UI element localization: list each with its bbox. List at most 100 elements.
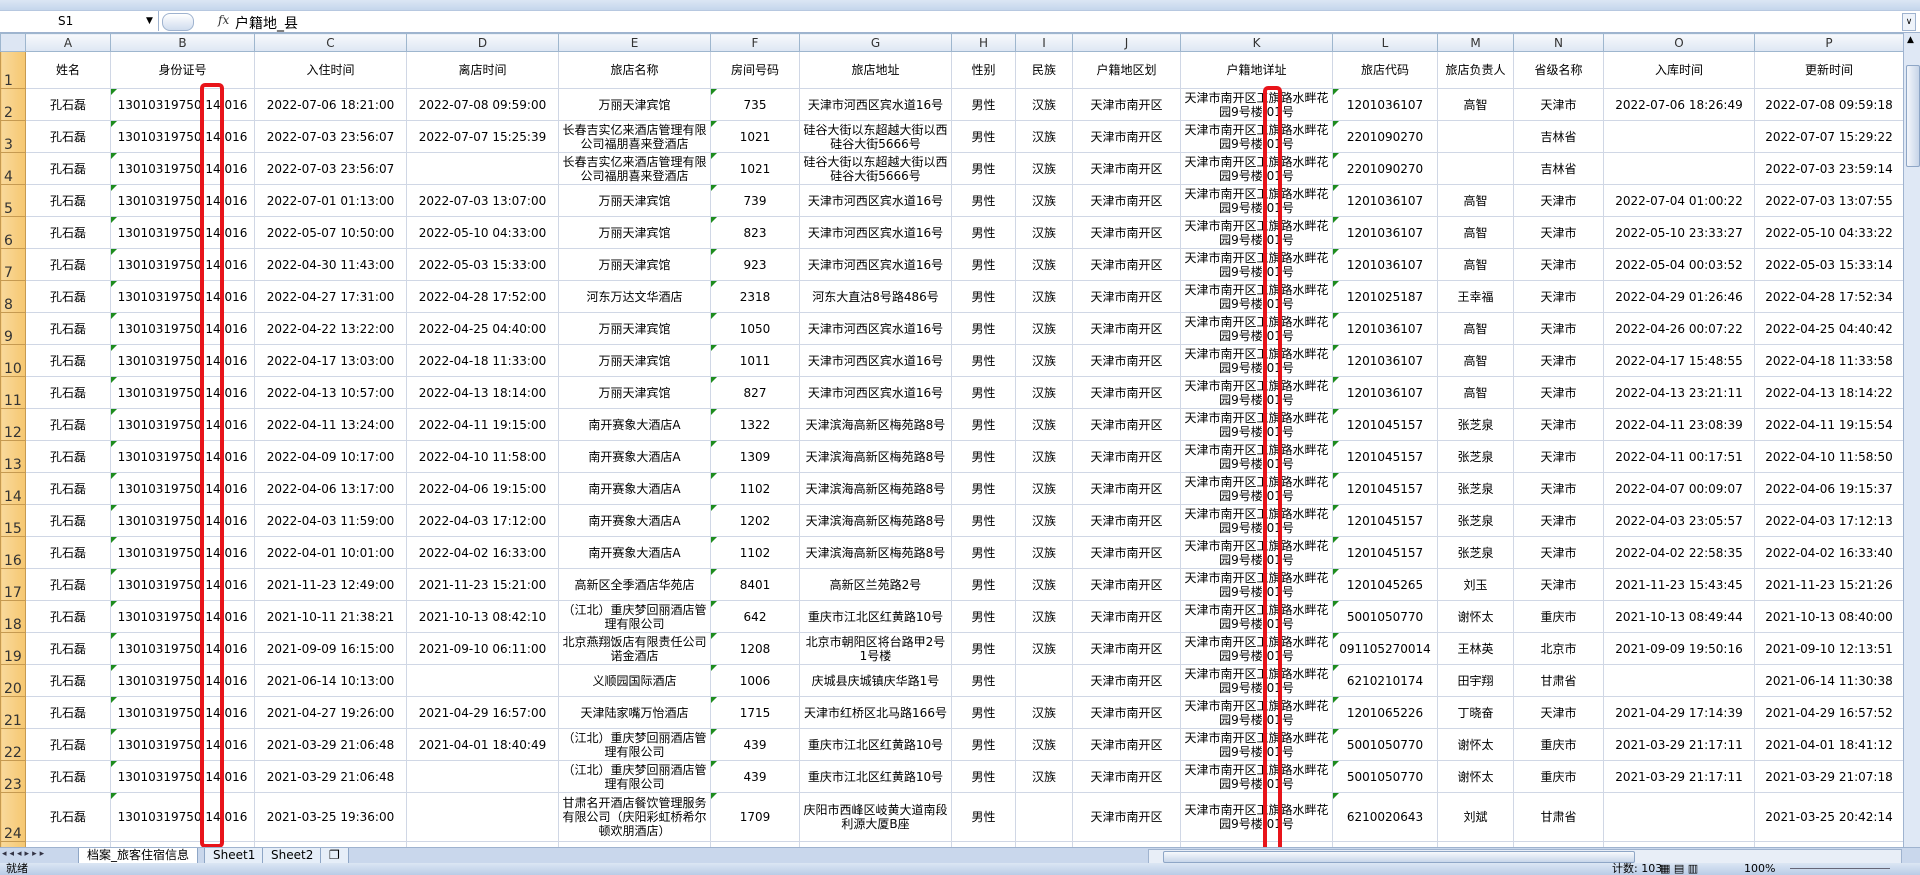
- cell-c[interactable]: 2022-07-01 01:13:00: [254, 184, 407, 217]
- row-header[interactable]: 22: [0, 728, 26, 761]
- cell-p[interactable]: 2022-04-02 16:33:40: [1754, 536, 1904, 569]
- cell-o[interactable]: 2021-04-29 17:14:39: [1603, 696, 1755, 729]
- cell-i[interactable]: 汉族: [1015, 88, 1073, 121]
- row-header[interactable]: 12: [0, 408, 26, 441]
- cell-h[interactable]: 男性: [951, 376, 1016, 409]
- cell-p[interactable]: 2021-06-14 11:30:38: [1754, 664, 1904, 697]
- cell-l[interactable]: 1201025187: [1332, 280, 1438, 313]
- cell-n[interactable]: 吉林省: [1513, 152, 1604, 185]
- cell-l[interactable]: 1201036107: [1332, 216, 1438, 249]
- cell-l[interactable]: 1201045157: [1332, 504, 1438, 537]
- cell-k[interactable]: 天津市南开区工旗路水畔花园9号楼.01号: [1180, 280, 1333, 313]
- cell-i[interactable]: 汉族: [1015, 440, 1073, 473]
- cell-p[interactable]: 2021-11-23 15:21:26: [1754, 568, 1904, 601]
- cell-e[interactable]: 北京燕翔饭店有限责任公司诺金酒店: [558, 632, 711, 665]
- cell-j[interactable]: 天津市南开区: [1072, 760, 1181, 793]
- cell-d[interactable]: [406, 664, 559, 697]
- cell-f[interactable]: 1050: [710, 312, 800, 345]
- cell-f[interactable]: 823: [710, 216, 800, 249]
- cell-l[interactable]: 1201036107: [1332, 184, 1438, 217]
- cell-h[interactable]: 男性: [951, 184, 1016, 217]
- cell-j[interactable]: 天津市南开区: [1072, 152, 1181, 185]
- cell-k[interactable]: 天津市南开区工旗路水畔花园9号楼.01号: [1180, 728, 1333, 761]
- cell-d[interactable]: 2022-07-07 15:25:39: [406, 120, 559, 153]
- cell-l[interactable]: 5001050770: [1332, 760, 1438, 793]
- cell-e[interactable]: 天津陆家嘴万怡酒店: [558, 696, 711, 729]
- cell-o[interactable]: [1603, 664, 1755, 697]
- cell-m[interactable]: [1437, 120, 1514, 153]
- insert-sheet-icon[interactable]: ❐: [320, 848, 349, 864]
- cell-c[interactable]: 2022-04-13 10:57:00: [254, 376, 407, 409]
- column-header-e[interactable]: E: [558, 33, 711, 52]
- cell-j[interactable]: 天津市南开区: [1072, 440, 1181, 473]
- row-header[interactable]: 14: [0, 472, 26, 505]
- vertical-scroll-thumb[interactable]: [1906, 65, 1920, 167]
- cell-p[interactable]: 2022-04-25 04:40:42: [1754, 312, 1904, 345]
- column-header-n[interactable]: N: [1513, 33, 1604, 52]
- cell-d[interactable]: 2021-11-23 15:21:00: [406, 568, 559, 601]
- cell-a[interactable]: 孔石磊: [25, 504, 111, 537]
- column-header-f[interactable]: F: [710, 33, 800, 52]
- cell-m[interactable]: 谢怀太: [1437, 600, 1514, 633]
- cell-f[interactable]: 1021: [710, 152, 800, 185]
- cell-a[interactable]: 孔石磊: [25, 760, 111, 793]
- cell-l[interactable]: 5001050770: [1332, 728, 1438, 761]
- cell-i[interactable]: [1015, 664, 1073, 697]
- cell-e[interactable]: （江北）重庆梦回丽酒店管理有限公司: [558, 760, 711, 793]
- cell-p[interactable]: 2021-03-29 21:07:18: [1754, 760, 1904, 793]
- cell-e[interactable]: （江北）重庆梦回丽酒店管理有限公司: [558, 600, 711, 633]
- cell-e[interactable]: （江北）重庆梦回丽酒店管理有限公司: [558, 728, 711, 761]
- cell-b[interactable]: 身份证号: [110, 51, 255, 89]
- cell-b[interactable]: 13010319750 14 016: [110, 344, 255, 377]
- row-header[interactable]: 23: [0, 760, 26, 793]
- column-header-b[interactable]: B: [110, 33, 255, 52]
- cell-c[interactable]: 2021-03-29 21:06:48: [254, 728, 407, 761]
- cell-m[interactable]: 高智: [1437, 376, 1514, 409]
- cell-i[interactable]: 汉族: [1015, 280, 1073, 313]
- cell-a[interactable]: 孔石磊: [25, 88, 111, 121]
- cell-e[interactable]: 南开赛象大酒店A: [558, 536, 711, 569]
- cell-g[interactable]: 庆阳市西峰区岐黄大道南段利源大厦B座: [799, 792, 952, 842]
- cell-f[interactable]: 房间号码: [710, 51, 800, 89]
- cell-k[interactable]: 天津市南开区工旗路水畔花园9号楼.01号: [1180, 536, 1333, 569]
- cell-g[interactable]: 重庆市江北区红黄路10号: [799, 600, 952, 633]
- cell-d[interactable]: 离店时间: [406, 51, 559, 89]
- cell-p[interactable]: 2022-04-03 17:12:13: [1754, 504, 1904, 537]
- cell-n[interactable]: 天津市: [1513, 504, 1604, 537]
- cell-k[interactable]: 天津市南开区工旗路水畔花园9号楼.01号: [1180, 792, 1333, 842]
- cell-i[interactable]: 汉族: [1015, 376, 1073, 409]
- cell-p[interactable]: 2022-05-03 15:33:14: [1754, 248, 1904, 281]
- cell-f[interactable]: 439: [710, 760, 800, 793]
- cell-a[interactable]: 孔石磊: [25, 632, 111, 665]
- cell-f[interactable]: 1202: [710, 504, 800, 537]
- cell-f[interactable]: 1322: [710, 408, 800, 441]
- cell-i[interactable]: 汉族: [1015, 152, 1073, 185]
- cell-m[interactable]: 丁晓奋: [1437, 696, 1514, 729]
- cell-e[interactable]: 长春吉实亿来酒店管理有限公司福朋喜来登酒店: [558, 120, 711, 153]
- chevron-down-icon[interactable]: ▼: [146, 16, 153, 26]
- zoom-slider[interactable]: [1790, 868, 1890, 869]
- cell-d[interactable]: 2022-07-08 09:59:00: [406, 88, 559, 121]
- cell-b[interactable]: 13010319750 14 016: [110, 280, 255, 313]
- column-header-j[interactable]: J: [1072, 33, 1181, 52]
- cell-d[interactable]: [406, 152, 559, 185]
- cell-h[interactable]: 男性: [951, 280, 1016, 313]
- cell-i[interactable]: 汉族: [1015, 312, 1073, 345]
- cell-k[interactable]: 天津市南开区工旗路水畔花园9号楼.01号: [1180, 632, 1333, 665]
- cell-n[interactable]: 天津市: [1513, 184, 1604, 217]
- cell-o[interactable]: 2021-10-13 08:49:44: [1603, 600, 1755, 633]
- cell-i[interactable]: 民族: [1015, 51, 1073, 89]
- cell-i[interactable]: 汉族: [1015, 120, 1073, 153]
- column-header-m[interactable]: M: [1437, 33, 1514, 52]
- cell-p[interactable]: 2022-04-11 19:15:54: [1754, 408, 1904, 441]
- cell-k[interactable]: 天津市南开区工旗路水畔花园9号楼.01号: [1180, 472, 1333, 505]
- cell-l[interactable]: 2201090270: [1332, 120, 1438, 153]
- cell-n[interactable]: 重庆市: [1513, 600, 1604, 633]
- cell-m[interactable]: 刘斌: [1437, 792, 1514, 842]
- cell-g[interactable]: 天津滨海高新区梅苑路8号: [799, 472, 952, 505]
- cell-h[interactable]: 男性: [951, 760, 1016, 793]
- cell-n[interactable]: 天津市: [1513, 568, 1604, 601]
- row-header[interactable]: 11: [0, 376, 26, 409]
- cell-m[interactable]: 王幸福: [1437, 280, 1514, 313]
- cell-a[interactable]: 孔石磊: [25, 792, 111, 842]
